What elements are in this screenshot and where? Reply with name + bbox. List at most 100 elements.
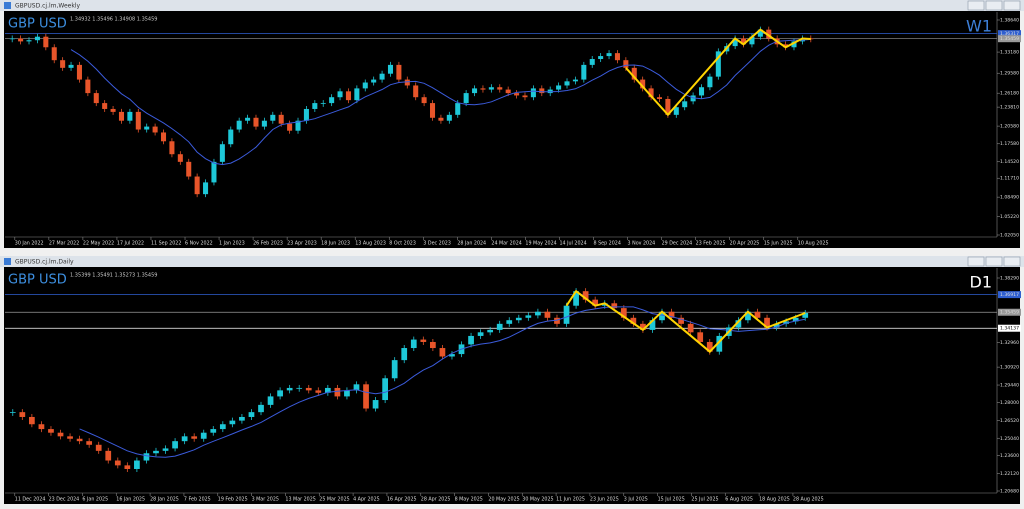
candle	[387, 64, 394, 74]
candle	[153, 450, 159, 454]
date-label: 25 Mar 2025	[319, 497, 349, 503]
symbol-label: GBP USD	[8, 273, 67, 288]
candle	[135, 111, 141, 130]
candle	[278, 114, 284, 124]
candle	[236, 120, 242, 130]
date-label: 11 Sep 2022	[151, 241, 181, 247]
price-label: 1.34137	[1000, 326, 1019, 332]
candle	[9, 412, 16, 413]
candle	[110, 108, 116, 112]
candle	[438, 117, 444, 121]
candle	[118, 111, 125, 121]
candle	[480, 88, 486, 90]
candle	[127, 111, 133, 121]
candle	[211, 161, 217, 183]
date-label: 8 May 2025	[455, 497, 483, 503]
candle	[102, 103, 108, 109]
candle	[791, 41, 797, 48]
candle	[186, 161, 192, 177]
candle	[659, 311, 665, 321]
window-icon	[4, 2, 11, 9]
price-label: 1.38640	[1000, 18, 1019, 24]
candle	[515, 317, 522, 321]
candle	[649, 320, 656, 330]
candle	[29, 416, 35, 425]
candle	[716, 335, 723, 352]
candle	[792, 317, 799, 322]
zigzag	[565, 289, 806, 354]
price-marker	[998, 35, 1021, 43]
candle	[665, 98, 671, 115]
candle	[525, 315, 532, 318]
candle	[530, 88, 536, 98]
candle	[598, 56, 604, 60]
candle	[258, 404, 264, 413]
date-label: 19 May 2024	[525, 241, 556, 247]
price-label: 1.28000	[1000, 400, 1019, 406]
candle	[286, 387, 293, 391]
candle	[732, 38, 738, 47]
candle	[245, 117, 251, 121]
candle	[766, 29, 772, 39]
window-icon	[4, 258, 11, 265]
close-button[interactable]	[1003, 256, 1021, 267]
date-label: 18 Aug 2025	[759, 497, 790, 503]
candle	[169, 141, 175, 155]
maximize-button[interactable]	[985, 0, 1003, 11]
price-label: 1.22120	[1000, 471, 1019, 477]
price-label: 1.23600	[1000, 453, 1019, 459]
date-label: 28 Aug 2025	[793, 497, 824, 503]
candle	[253, 117, 259, 127]
price-marker	[998, 308, 1021, 316]
candle	[391, 360, 398, 379]
price-label: 1.35459	[1000, 310, 1019, 316]
date-label: 19 Feb 2025	[218, 497, 248, 503]
candle	[261, 120, 267, 127]
close-button[interactable]	[1003, 0, 1021, 11]
candle	[697, 332, 704, 342]
price-label: 1.11710	[1000, 176, 1019, 182]
candle	[802, 312, 809, 318]
date-label: 18 Jun 2023	[321, 241, 350, 247]
minimize-button[interactable]	[967, 256, 985, 267]
candle	[487, 329, 494, 333]
date-label: 23 Jun 2025	[590, 497, 619, 503]
candle	[228, 129, 234, 145]
date-label: 13 Mar 2025	[285, 497, 315, 503]
candle	[706, 341, 713, 352]
candle	[177, 154, 183, 162]
candle	[270, 114, 276, 121]
candle	[295, 120, 301, 131]
candle	[410, 339, 417, 349]
date-label: 26 Feb 2023	[253, 241, 283, 247]
date-label: 3 Mar 2025	[252, 497, 279, 503]
candle	[429, 103, 436, 118]
candle	[783, 44, 789, 48]
date-label: 20 Apr 2025	[730, 241, 760, 247]
candle	[334, 387, 341, 397]
timeframe-label: D1	[970, 273, 993, 292]
candle	[379, 73, 385, 80]
price-marker	[998, 291, 1021, 299]
date-label: 30 May 2025	[522, 497, 553, 503]
price-label: 1.30920	[1000, 365, 1019, 371]
candle	[219, 424, 226, 430]
candle	[606, 53, 612, 57]
candle	[354, 88, 360, 101]
candle	[181, 436, 188, 442]
candle	[449, 354, 455, 357]
minimize-button[interactable]	[967, 0, 985, 11]
date-label: 20 May 2025	[488, 497, 519, 503]
candle	[446, 114, 452, 121]
candle	[640, 79, 646, 89]
candle	[554, 317, 560, 324]
price-label: 1.23810	[1000, 105, 1019, 111]
maximize-button[interactable]	[985, 256, 1003, 267]
candle	[76, 438, 83, 442]
price-label: 1.29440	[1000, 383, 1019, 389]
candle	[468, 335, 474, 345]
candle	[248, 412, 255, 417]
price-label: 1.26520	[1000, 418, 1019, 424]
